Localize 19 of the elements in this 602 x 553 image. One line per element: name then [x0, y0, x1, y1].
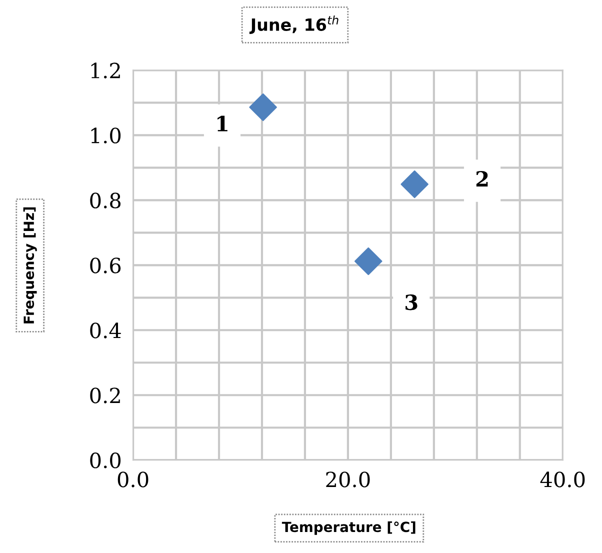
y-tick-label: 0.0 — [90, 452, 121, 468]
y-tick-label: 0.6 — [90, 258, 121, 274]
annotation: 1 — [218, 116, 228, 132]
y-tick-label: 1.2 — [91, 62, 120, 78]
point — [354, 247, 382, 276]
y-tick-label: 0.2 — [90, 388, 120, 404]
x-tick-label: 20.0 — [326, 472, 370, 488]
x-tick-label: 40.0 — [540, 472, 585, 488]
y-tick-label: 0.8 — [90, 192, 121, 208]
annotation: 2 — [476, 170, 488, 186]
point — [249, 93, 277, 122]
y-tick-label: 0.4 — [90, 322, 121, 338]
y-tick-label: 1.0 — [91, 128, 121, 144]
y-axis-title: Frequency [Hz] — [23, 207, 37, 324]
x-tick-label: 0.0 — [118, 472, 148, 488]
annotation: 3 — [406, 294, 418, 310]
x-axis-title: Temperature [°C] — [282, 521, 416, 535]
point — [400, 170, 428, 198]
chart-title: June, 16$^{th}$ — [249, 15, 338, 34]
